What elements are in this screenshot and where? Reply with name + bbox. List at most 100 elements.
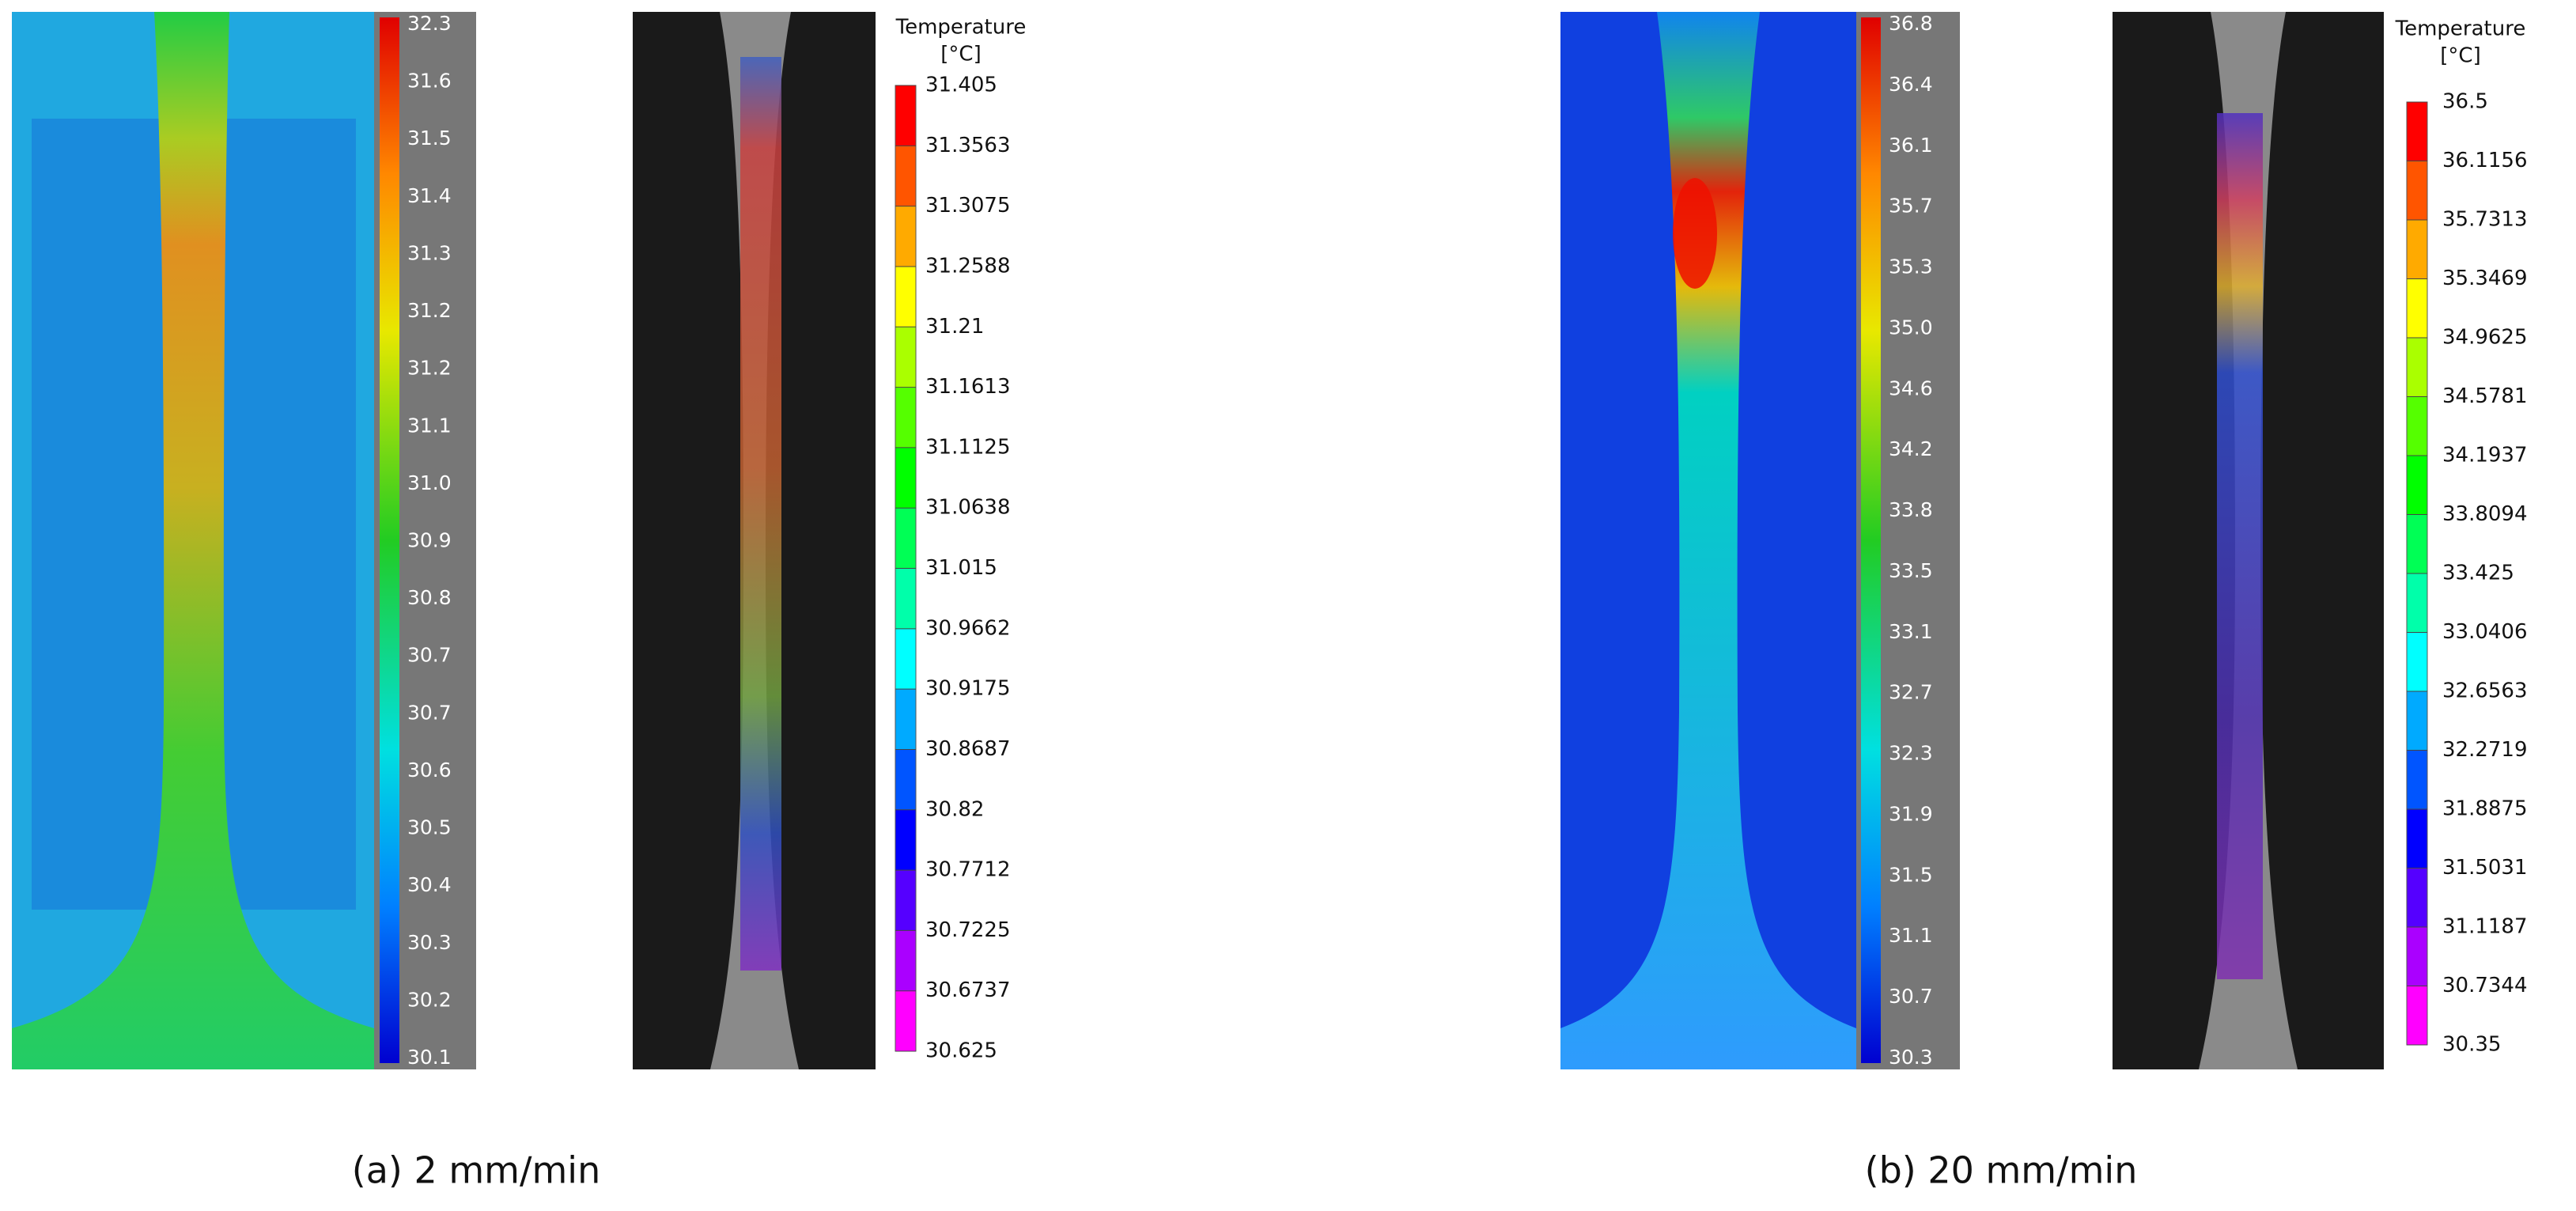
legend-band [895,146,916,206]
ir-scale-label: 30.7 [1889,985,1933,1008]
ir-scale-label: 31.1 [1889,924,1933,947]
legend-label: 30.35 [2442,1033,2501,1057]
legend-band [895,387,916,448]
legend-band [2407,396,2427,456]
legend-band [2407,573,2427,633]
legend-label: 35.7313 [2442,208,2528,232]
ir-scale-label: 33.5 [1889,559,1933,582]
legend-label: 36.5 [2442,90,2488,114]
ir-scale-label: 30.3 [1889,1046,1933,1069]
legend-band [2407,750,2427,809]
caption: (b) 20 mm/min [1865,1149,2138,1192]
ir-image-a [12,12,476,1069]
legend-band [2407,986,2427,1045]
ir-scale-label: 35.0 [1889,316,1933,339]
ir-scale-label: 30.1 [407,1046,452,1069]
legend-label: 31.3563 [925,134,1011,157]
legend-label: 34.5781 [2442,384,2528,408]
legend-band [895,870,916,931]
ir-scale-label: 33.8 [1889,498,1933,521]
legend-band [895,990,916,1051]
legend-label: 30.82 [925,797,984,821]
legend-label: 31.1125 [925,435,1011,459]
legend-band [2407,809,2427,869]
ir-scale-label: 31.9 [1889,802,1933,825]
dic-image-a [633,12,876,1069]
legend-band [2407,514,2427,573]
legend-label: 31.2588 [925,254,1011,278]
legend-label: 32.6563 [2442,679,2528,703]
legend-label: 33.8094 [2442,502,2528,526]
legend-label: 31.405 [925,74,997,97]
legend-band [895,206,916,267]
ir-scale-label: 31.1 [407,414,452,437]
legend-label: 33.0406 [2442,620,2528,644]
legend-label: 30.9175 [925,677,1011,701]
legend-band [895,930,916,991]
legend-label: 31.3075 [925,194,1011,218]
legend-band [895,447,916,509]
ir-scale-label: 36.4 [1889,73,1933,96]
ir-scale-label: 31.2 [407,357,452,380]
ir-scale-label: 30.2 [407,988,452,1011]
ir-scale-label: 34.2 [1889,437,1933,460]
legend-band [2407,278,2427,338]
ir-scale-label: 31.3 [407,241,452,264]
legend-label: 31.0638 [925,496,1011,520]
legend-label: 35.3469 [2442,267,2528,290]
ir-image-b [1560,12,1960,1069]
ir-scale-label: 30.4 [407,873,452,896]
legend-band [895,327,916,388]
legend-band [2407,102,2427,161]
legend-label: 31.015 [925,556,997,580]
legend-label: 32.2719 [2442,738,2528,762]
ir-scale-label: 31.4 [407,184,452,207]
legend-unit: [°C] [2440,44,2480,68]
legend-label: 34.9625 [2442,326,2528,350]
legend-label: 31.8875 [2442,797,2528,821]
ir-scale-label: 30.8 [407,586,452,609]
ir-scale-label: 35.3 [1889,255,1933,278]
legend-band [895,266,916,327]
ir-scale-label: 30.9 [407,529,452,552]
ir-scale-label: 30.6 [407,759,452,781]
legend-title: Temperature [895,16,1027,40]
legend-band [895,628,916,690]
ir-scale-label: 36.8 [1889,12,1933,35]
legend-label: 30.625 [925,1039,997,1063]
legend-band [2407,927,2427,986]
legend-band [2407,161,2427,220]
legend-label: 31.21 [925,315,984,339]
legend-band [895,689,916,750]
ir-scale-label: 30.3 [407,931,452,954]
legend-label: 33.425 [2442,562,2514,585]
legend-label: 30.6737 [925,978,1011,1002]
legend-label: 30.9662 [925,616,1011,640]
ir-scale-label: 32.3 [1889,742,1933,765]
ir-scale-label: 31.5 [407,127,452,149]
legend-unit: [°C] [940,43,981,66]
legend-label: 30.7225 [925,918,1011,942]
ir-scale-label: 36.1 [1889,134,1933,157]
legend-band [2407,456,2427,515]
ir-scale-label: 33.1 [1889,620,1933,643]
ir-scale-label: 31.0 [407,471,452,494]
legend-band [895,809,916,871]
legend-band [895,85,916,146]
legend-band [2407,632,2427,691]
ir-scale-label: 30.7 [407,701,452,724]
legend-band [895,749,916,810]
legend-band [2407,338,2427,397]
legend-label: 30.7712 [925,858,1011,882]
ir-scale-label: 31.2 [407,299,452,322]
ir-scale-label: 30.5 [407,816,452,839]
legend-band [2407,220,2427,279]
legend-label: 34.1937 [2442,444,2528,467]
caption: (a) 2 mm/min [352,1149,600,1192]
legend-band [2407,691,2427,751]
ir-scale-label: 35.7 [1889,195,1933,218]
legend-label: 31.5031 [2442,856,2528,880]
legend-band [2407,868,2427,927]
dic-image-b [2113,12,2384,1069]
